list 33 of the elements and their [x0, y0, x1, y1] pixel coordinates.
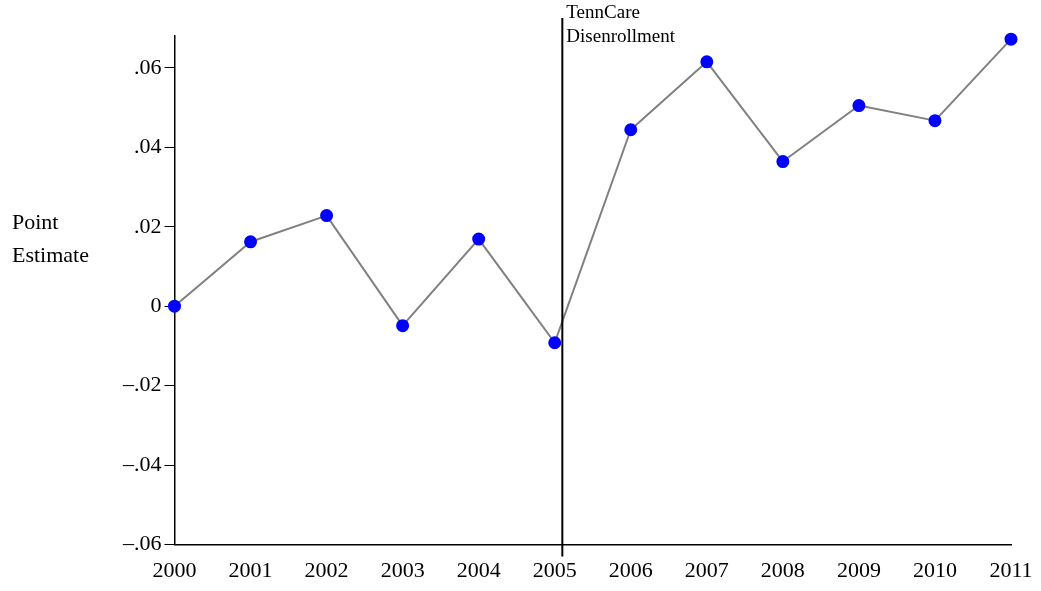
y-tick-label: .06	[134, 53, 162, 79]
y-tick-label: –.02	[122, 371, 162, 397]
point	[928, 114, 942, 128]
y-tick-label: .02	[134, 212, 162, 238]
point	[1004, 32, 1018, 46]
x-tick-label: 2003	[380, 556, 425, 582]
point	[700, 55, 714, 69]
x-tick-label: 2002	[304, 556, 349, 582]
x-tick-label: 2005	[532, 556, 577, 582]
x-tick-label: 2011	[989, 556, 1033, 582]
point	[396, 319, 410, 333]
y-tick-label: –.06	[122, 530, 162, 556]
x-tick-label: 2007	[684, 556, 729, 582]
ref-line-label: TennCare Disenrollment	[566, 1, 676, 47]
x-tick-label: 2010	[912, 556, 957, 582]
y-tick-label: 0	[150, 291, 162, 317]
x-tick-label: 2008	[760, 556, 805, 582]
x-tick-label: 2001	[228, 556, 273, 582]
point	[472, 232, 486, 246]
point	[776, 155, 790, 169]
y-axis-title: Point Estimate	[12, 208, 90, 269]
point	[168, 299, 181, 313]
point	[244, 235, 258, 249]
point	[548, 336, 562, 350]
point	[852, 99, 866, 113]
x-tick-label: 2009	[836, 556, 881, 582]
x-tick-label: 2006	[608, 556, 653, 582]
y-tick-label: .04	[134, 133, 162, 159]
x-tick-label: 2004	[456, 556, 501, 582]
y-tick-label: –.04	[122, 450, 162, 476]
point	[320, 209, 334, 223]
point	[624, 123, 638, 137]
x-tick-label: 2000	[152, 556, 197, 582]
